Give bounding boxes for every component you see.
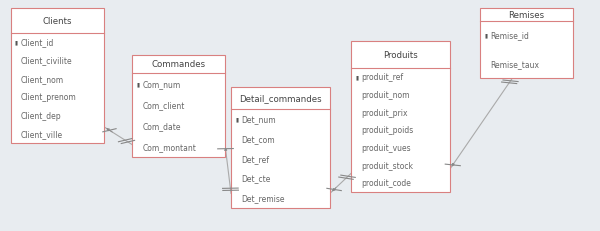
Text: Remise_id: Remise_id: [490, 31, 529, 40]
Text: Det_remise: Det_remise: [241, 194, 285, 203]
Bar: [480, 9, 573, 79]
Text: produit_vues: produit_vues: [361, 143, 411, 152]
Text: produit_stock: produit_stock: [361, 161, 413, 170]
Text: Client_nom: Client_nom: [21, 75, 64, 84]
Text: produit_prix: produit_prix: [361, 108, 408, 117]
Text: Det_com: Det_com: [241, 134, 275, 143]
Text: produit_nom: produit_nom: [361, 91, 410, 100]
Text: Clients: Clients: [43, 17, 72, 26]
Text: ▮: ▮: [235, 117, 238, 122]
Text: produit_poids: produit_poids: [361, 126, 413, 135]
Text: ▮: ▮: [136, 82, 139, 87]
Text: Det_cte: Det_cte: [241, 174, 271, 183]
Text: Remises: Remises: [508, 11, 545, 20]
Text: ▮: ▮: [484, 33, 487, 38]
Bar: [11, 9, 104, 143]
Text: Detail_commandes: Detail_commandes: [239, 94, 322, 103]
Text: Com_montant: Com_montant: [142, 142, 196, 151]
Text: Com_date: Com_date: [142, 121, 181, 130]
Text: Client_dep: Client_dep: [21, 111, 62, 120]
Text: Client_civilite: Client_civilite: [21, 56, 73, 65]
Text: Det_num: Det_num: [241, 115, 276, 124]
Text: Com_num: Com_num: [142, 80, 181, 89]
Bar: [231, 88, 330, 208]
Text: Det_ref: Det_ref: [241, 154, 269, 163]
Text: Client_ville: Client_ville: [21, 130, 63, 139]
Text: produit_code: produit_code: [361, 179, 411, 187]
Text: Client_id: Client_id: [21, 38, 55, 47]
Text: ▮: ▮: [355, 75, 358, 80]
Text: Commandes: Commandes: [151, 60, 206, 69]
Bar: [351, 42, 450, 192]
Text: Remise_taux: Remise_taux: [490, 60, 539, 69]
Text: Com_client: Com_client: [142, 100, 185, 109]
Text: produit_ref: produit_ref: [361, 73, 403, 82]
Text: ▮: ▮: [15, 40, 18, 45]
Text: Produits: Produits: [383, 51, 418, 60]
Text: Client_prenom: Client_prenom: [21, 93, 77, 102]
Bar: [132, 55, 225, 157]
